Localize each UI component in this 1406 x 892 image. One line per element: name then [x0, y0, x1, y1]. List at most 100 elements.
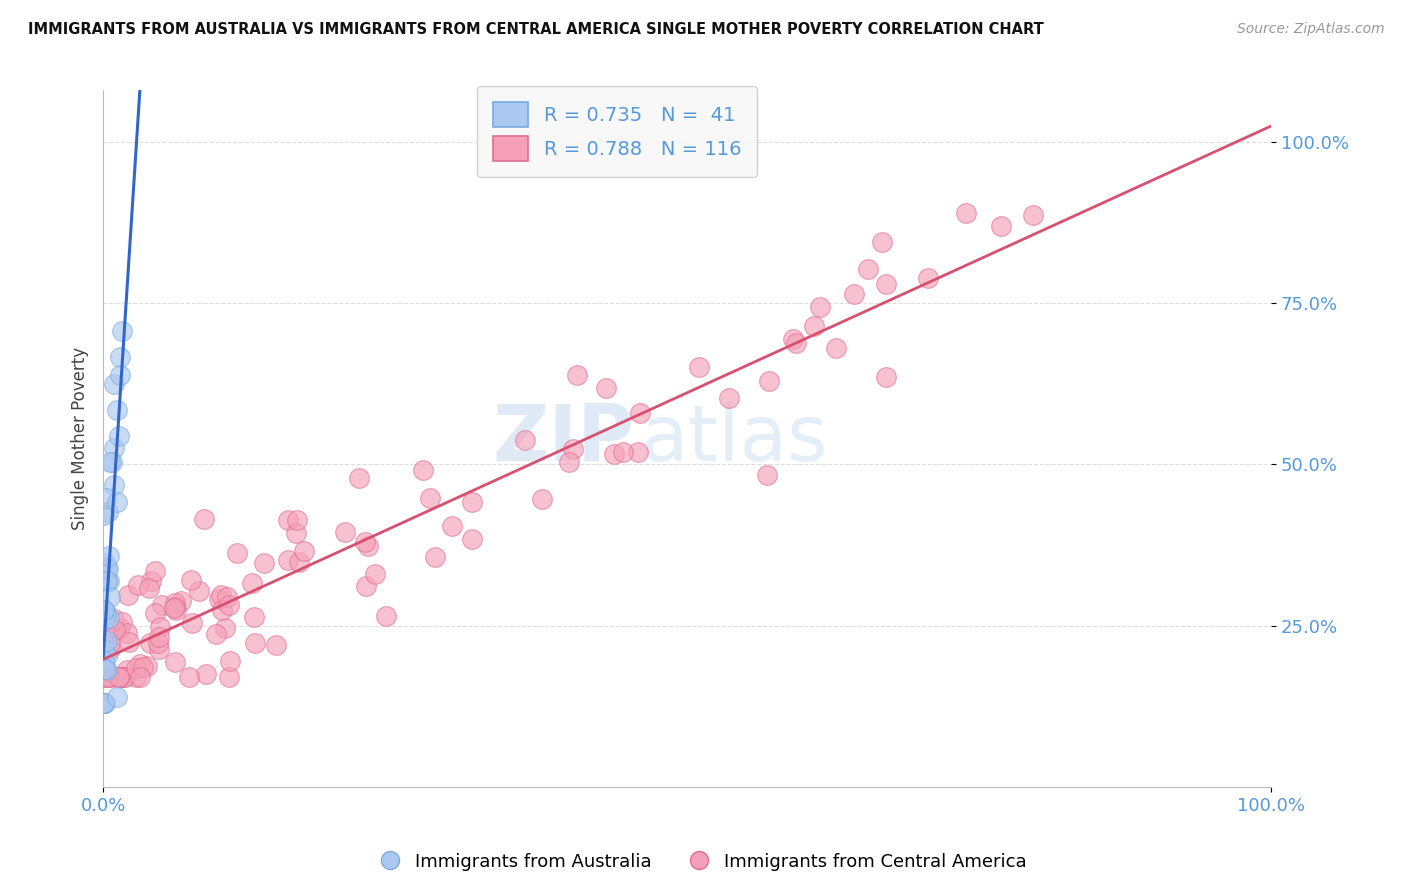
Point [146, 636, 169, 650]
Point [98, 641, 121, 656]
Point [243, 610, 266, 624]
Point [211, 603, 233, 617]
Point [93, 696, 115, 710]
Point [96, 491, 118, 505]
Text: IMMIGRANTS FROM AUSTRALIA VS IMMIGRANTS FROM CENTRAL AMERICA SINGLE MOTHER POVER: IMMIGRANTS FROM AUSTRALIA VS IMMIGRANTS … [28, 22, 1043, 37]
Point [870, 235, 893, 250]
Point [252, 557, 274, 571]
Point [108, 670, 131, 684]
Point [94, 662, 117, 676]
Point [758, 374, 780, 388]
Point [148, 630, 170, 644]
Point [127, 578, 149, 592]
Point [139, 574, 162, 588]
Point [218, 670, 240, 684]
Point [170, 594, 193, 608]
Point [108, 368, 131, 383]
Point [595, 381, 617, 395]
Point [530, 491, 553, 506]
Point [93, 636, 115, 650]
Point [117, 588, 139, 602]
Point [97, 549, 120, 563]
Point [628, 406, 651, 420]
Point [103, 612, 125, 626]
Point [110, 670, 132, 684]
Point [94, 642, 117, 657]
Point [875, 277, 897, 291]
Point [163, 599, 186, 614]
Point [461, 533, 484, 547]
Point [218, 598, 240, 612]
Point [98, 455, 121, 469]
Point [132, 659, 155, 673]
Point [96, 574, 118, 589]
Point [93, 602, 115, 616]
Point [93, 696, 115, 710]
Point [562, 442, 585, 456]
Point [117, 634, 139, 648]
Point [243, 636, 266, 650]
Point [97, 670, 120, 684]
Point [93, 614, 115, 628]
Point [163, 596, 186, 610]
Point [513, 433, 536, 447]
Point [93, 508, 115, 523]
Point [96, 633, 118, 648]
Point [412, 463, 434, 477]
Point [103, 442, 125, 456]
Point [755, 467, 778, 482]
Point [111, 615, 134, 630]
Point [193, 512, 215, 526]
Point [612, 444, 634, 458]
Point [825, 342, 848, 356]
Point [285, 513, 308, 527]
Point [98, 636, 121, 650]
Point [104, 670, 127, 684]
Point [107, 428, 129, 442]
Y-axis label: Single Mother Poverty: Single Mother Poverty [72, 347, 89, 530]
Point [208, 591, 231, 606]
Point [165, 603, 187, 617]
Point [354, 535, 377, 549]
Point [425, 550, 447, 565]
Point [93, 624, 115, 639]
Point [111, 324, 134, 338]
Point [165, 656, 187, 670]
Point [101, 455, 124, 469]
Point [875, 370, 897, 384]
Point [108, 350, 131, 364]
Point [240, 576, 263, 591]
Point [209, 588, 232, 602]
Point [117, 663, 139, 677]
Point [803, 318, 825, 333]
Point [149, 620, 172, 634]
Point [148, 641, 170, 656]
Point [143, 606, 166, 620]
Point [205, 627, 228, 641]
Point [180, 573, 202, 587]
Point [990, 219, 1012, 234]
Point [112, 670, 135, 684]
Point [225, 546, 247, 560]
Point [108, 621, 131, 635]
Point [93, 654, 115, 668]
Point [98, 670, 121, 684]
Point [114, 670, 136, 684]
Point [163, 600, 186, 615]
Point [356, 539, 378, 553]
Point [97, 611, 120, 625]
Point [375, 608, 398, 623]
Point [143, 564, 166, 578]
Point [96, 663, 118, 677]
Point [104, 623, 127, 637]
Point [177, 670, 200, 684]
Point [354, 579, 377, 593]
Point [558, 455, 581, 469]
Legend: Immigrants from Australia, Immigrants from Central America: Immigrants from Australia, Immigrants fr… [373, 845, 1033, 879]
Point [97, 622, 120, 636]
Point [842, 286, 865, 301]
Point [567, 368, 589, 382]
Point [858, 261, 880, 276]
Point [94, 607, 117, 621]
Point [138, 581, 160, 595]
